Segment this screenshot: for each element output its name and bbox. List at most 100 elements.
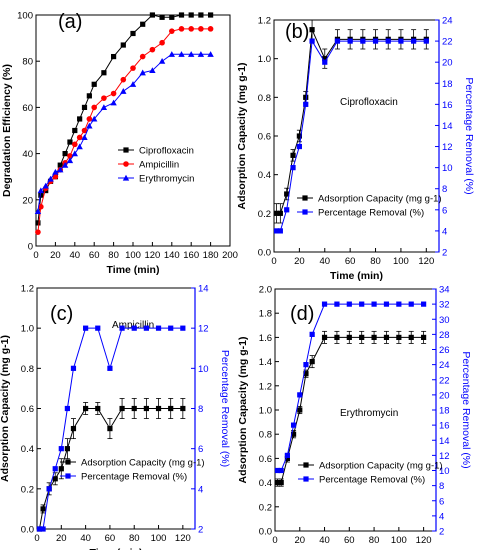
panel-a-series-2-point <box>149 67 156 74</box>
panel-a-series-0-point <box>77 116 83 122</box>
panel-a-series-2-point <box>197 51 205 57</box>
panel-a-series-1-point <box>101 95 107 101</box>
panel-c-ytick-right-label: 12 <box>198 324 209 335</box>
panel-a-ytick-label: 80 <box>22 57 33 68</box>
panel-b-ytick-right-label: 18 <box>442 79 453 90</box>
panel-c-series-0-point <box>58 466 64 472</box>
panel-a-series-0-point <box>91 81 97 87</box>
panel-a-legend-label: Ampicillin <box>139 160 179 171</box>
panel-b-ytick-label: 0.4 <box>258 170 271 181</box>
panel-d-series-1-point <box>346 301 352 307</box>
panel-b-series-1-point <box>296 143 302 150</box>
panel-b-ytick-label: 0.0 <box>258 248 271 259</box>
panel-c-series-1-point <box>180 325 186 331</box>
panel-a-series-1-point <box>207 26 214 32</box>
panel-d-series-0 <box>274 330 427 487</box>
panel-c-xtick-label: 120 <box>175 533 191 544</box>
panel-a-series-2-point <box>168 51 175 57</box>
panel-b-series-1-point <box>360 38 366 44</box>
panel-d-ytick-right-label: 28 <box>439 330 450 341</box>
panel-d-series-0-point <box>284 455 290 461</box>
panel-a-series-0-point <box>101 70 107 76</box>
panel-b-series-0-point <box>309 27 315 33</box>
panel-a-series-0-point <box>72 127 78 134</box>
panel-a-series-2 <box>34 51 214 214</box>
panel-b-series-1-point <box>398 38 404 44</box>
panel-a-series-2-point <box>129 81 137 87</box>
panel-a-series-1-point <box>188 26 194 32</box>
panel-d-series-1-point <box>278 467 284 474</box>
panel-d-series-1-line <box>277 303 424 471</box>
panel-b-legend: Adsorption Capacity (mg g-1) Percentage R… <box>297 194 442 219</box>
panel-c-series-1-point <box>46 486 52 492</box>
panel-a-series-1-point <box>67 153 73 159</box>
panel-c-series-1-point <box>107 365 113 371</box>
panel-a-series-2-point <box>139 69 146 76</box>
panel-c-xtick-label: 60 <box>105 533 116 544</box>
panel-b-series-1-point <box>290 165 296 171</box>
panel-b-label: (b) <box>285 21 309 43</box>
panel-b-series-0-point <box>277 210 283 216</box>
panel-a-series-0-point <box>149 12 155 18</box>
panel-b-ytick-label: 0.2 <box>258 209 271 220</box>
panel-b-xtick-label: 100 <box>393 256 409 267</box>
panel-b-legend-marker <box>302 195 308 201</box>
panel-a-series-0-point <box>198 12 204 18</box>
panel-a-series-1-point <box>149 46 156 53</box>
panel-c-series-0-point <box>119 405 125 412</box>
panel-c-series-0-point <box>83 405 89 412</box>
panel-d-ytick-label: 1.6 <box>259 333 272 344</box>
panel-d-ytick-right-label: 12 <box>439 451 450 462</box>
panel-d-series-1-point <box>274 467 281 474</box>
panel-d-ytick-right-label: 18 <box>439 406 450 417</box>
panel-a-series-2-point <box>178 51 185 57</box>
panel-b-ylabel: Adsorption Capacity (mg g-1) <box>236 62 248 209</box>
panel-d-ytick-label: 0.4 <box>259 478 272 489</box>
panel-a-series-1-point <box>81 127 88 134</box>
panel-a-series-2-point <box>91 115 98 122</box>
panel-b-series-1-point <box>273 228 280 234</box>
panel-c-ytick-label: 0.8 <box>21 364 34 375</box>
panel-a-xtick-label: 60 <box>89 250 100 261</box>
panel-d-series-0-point <box>371 334 377 340</box>
panel-c-series-0-line <box>38 408 183 530</box>
panel-a-series-0-point <box>111 53 117 60</box>
panel-c-series-1-point <box>131 325 137 331</box>
panel-b-ytick-right-label: 12 <box>442 142 453 153</box>
panel-a-series-0-point <box>208 12 214 18</box>
panel-d-legend-marker <box>303 462 309 468</box>
panel-d-legend-marker <box>303 476 309 482</box>
panel-a-series-2-point <box>100 104 108 110</box>
panel-a-series-1-point <box>35 229 41 235</box>
panel-a-series-0-point <box>130 30 136 37</box>
panel-d-series-1-point <box>321 301 328 307</box>
panel-d-series-0-point <box>297 407 303 413</box>
panel-c-series-0 <box>36 398 186 532</box>
panel-b-ytick-label: 0.8 <box>258 93 271 104</box>
panel-b-ytick-label: 1.0 <box>258 54 271 65</box>
panel-d-ytick-right-label: 22 <box>439 375 450 386</box>
panel-c-ylabel-right: Percentage Removal (%) <box>219 350 231 467</box>
panel-a-series-1-point <box>72 141 78 148</box>
panel-d-xtick-label: 60 <box>344 535 355 546</box>
panel-a-series-0-point <box>86 93 92 99</box>
panel-d-series-0-point <box>421 334 427 340</box>
panel-b-series-1-point <box>411 38 417 44</box>
panel-d-ylabel: Adsorption Capacity (mg g-1) <box>237 336 249 483</box>
panel-b-ytick-right-label: 16 <box>442 100 453 111</box>
panel-c-series-0-point <box>52 476 58 482</box>
panel-c-ytick-label: 0.2 <box>21 484 34 495</box>
panel-a-series-2-point <box>110 99 117 106</box>
panel-a-xtick-label: 100 <box>125 250 141 261</box>
panel-a-ytick-label: 100 <box>17 11 33 22</box>
panel-b-series-1-point <box>322 59 328 65</box>
panel-b-series-0-point <box>284 191 290 197</box>
panel-c-legend-label: Percentage Removal (%) <box>81 472 187 483</box>
panel-c-series-0-point <box>70 425 77 432</box>
panel-d-series-1 <box>274 301 427 474</box>
panel-c-series-0-point <box>131 405 137 412</box>
panel-c-legend-label: Adsorption Capacity (mg g-1) <box>81 458 205 469</box>
panel-c-series-0-point <box>143 405 149 412</box>
panel-c-ytick-label: 0.0 <box>21 525 34 536</box>
